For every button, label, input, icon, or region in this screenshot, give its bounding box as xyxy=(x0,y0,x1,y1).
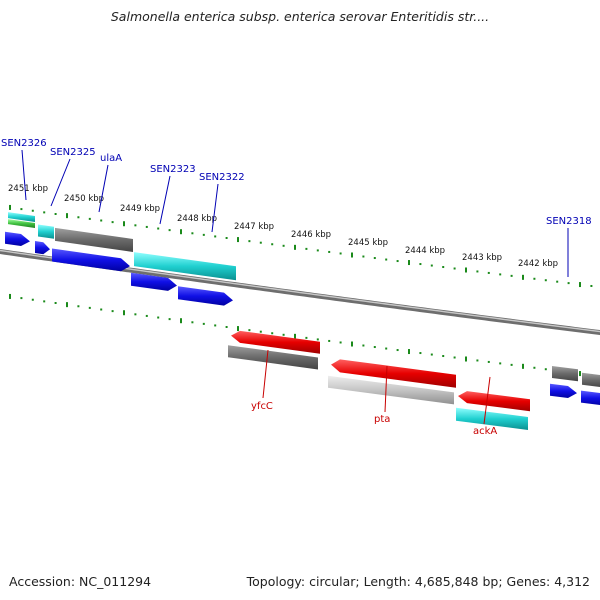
gray-feature[interactable] xyxy=(582,372,600,388)
cyan-feature[interactable] xyxy=(38,224,54,239)
gene-label-SEN2318[interactable]: SEN2318 xyxy=(546,216,592,227)
gray-feature[interactable] xyxy=(55,227,133,252)
kbp-tick-label: 2445 kbp xyxy=(348,238,388,248)
label-leader-line xyxy=(159,175,171,225)
gene-arrow-yfcC[interactable] xyxy=(231,330,320,354)
label-leader-line xyxy=(50,158,71,207)
gray-feature[interactable] xyxy=(552,366,578,382)
gene-label-SEN2325[interactable]: SEN2325 xyxy=(50,147,96,158)
cyan-feature[interactable] xyxy=(8,212,35,223)
kbp-tick-label: 2442 kbp xyxy=(518,259,558,269)
top-ruler xyxy=(9,204,593,288)
gene-label-SEN2322[interactable]: SEN2322 xyxy=(199,172,245,183)
map-title: Salmonella enterica subsp. enterica sero… xyxy=(110,9,490,24)
gene-arrow-SEN2326[interactable] xyxy=(5,231,30,247)
gray-feature[interactable] xyxy=(228,345,318,370)
kbp-tick-label: 2451 kbp xyxy=(8,184,48,194)
kbp-tick-label: 2444 kbp xyxy=(405,246,445,256)
kbp-tick-label: 2448 kbp xyxy=(177,214,217,224)
gene-label-yfcC[interactable]: yfcC xyxy=(251,401,273,412)
gene-label-ulaA[interactable]: ulaA xyxy=(100,153,122,164)
gene-arrow-SEN2318[interactable] xyxy=(550,383,577,399)
label-leader-line xyxy=(98,164,109,213)
gene-arrow-pta[interactable] xyxy=(331,359,456,388)
kbp-tick-label: 2446 kbp xyxy=(291,230,331,240)
label-leader-line xyxy=(483,376,491,425)
genome-summary-label: Topology: circular; Length: 4,685,848 bp… xyxy=(246,574,590,589)
gene-label-ackA[interactable]: ackA xyxy=(473,426,497,437)
gene-label-pta[interactable]: pta xyxy=(374,414,390,425)
gene-label-SEN2323[interactable]: SEN2323 xyxy=(150,164,196,175)
bottom-ruler xyxy=(9,293,593,377)
gene-arrow-ackA[interactable] xyxy=(458,391,530,412)
gene-arrow-SEN2322[interactable] xyxy=(178,286,233,306)
label-leader-line xyxy=(384,365,388,413)
kbp-tick-label: 2447 kbp xyxy=(234,222,274,232)
gene-arrow-SEN2323[interactable] xyxy=(131,272,177,291)
green-feature[interactable] xyxy=(8,219,35,229)
label-leader-line xyxy=(211,183,219,233)
light-gray-feature[interactable] xyxy=(328,375,454,405)
blue-feature[interactable] xyxy=(581,390,600,406)
label-leader-line xyxy=(21,149,27,201)
gene-arrow-ulaA[interactable] xyxy=(52,248,130,272)
gene-label-SEN2326[interactable]: SEN2326 xyxy=(1,138,47,149)
cyan-feature[interactable] xyxy=(456,407,528,430)
accession-label: Accession: NC_011294 xyxy=(9,574,152,589)
kbp-tick-label: 2449 kbp xyxy=(120,204,160,214)
label-leader-line xyxy=(262,349,269,399)
kbp-tick-label: 2450 kbp xyxy=(64,194,104,204)
gene-arrow-SEN2325[interactable] xyxy=(35,241,50,255)
cyan-feature[interactable] xyxy=(134,252,236,281)
kbp-tick-label: 2443 kbp xyxy=(462,253,502,263)
